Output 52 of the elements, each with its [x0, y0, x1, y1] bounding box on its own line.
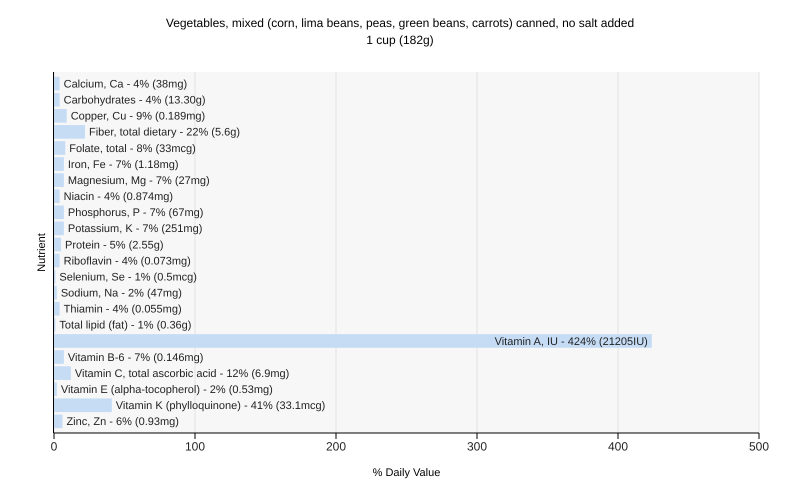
x-tick-label: 500 [748, 440, 770, 454]
y-tick-label: Vitamin B-6 - 7% (0.146mg) [68, 352, 204, 364]
y-tick-label: Thiamin - 4% (0.055mg) [64, 304, 182, 316]
bar [54, 334, 652, 348]
y-tick-label: Vitamin E (alpha-tocopherol) - 2% (0.53mg) [60, 384, 273, 396]
y-tick-label: Folate, total - 8% (33mcg) [69, 142, 196, 155]
x-tick-label: 100 [184, 440, 206, 454]
x-tick-label: 200 [326, 440, 346, 454]
bar [54, 222, 64, 236]
y-tick-label: Protein - 5% (2.55g) [65, 239, 164, 252]
y-tick-label: Phosphorus, P - 7% (67mg) [68, 207, 204, 220]
x-tick-label: 400 [608, 440, 628, 454]
bar [54, 205, 64, 220]
y-tick-label: Sodium, Na - 2% (47mg) [60, 288, 182, 300]
y-tick-label: Riboflavin - 4% (0.073mg) [64, 255, 191, 268]
y-tick-label: Niacin - 4% (0.874mg) [64, 191, 174, 204]
bar [54, 141, 66, 155]
y-tick-label: Total lipid (fat) - 1% (0.36g) [59, 320, 192, 332]
bar [54, 173, 64, 187]
bar [54, 414, 62, 428]
bar [54, 92, 60, 107]
y-tick-label: Selenium, Se - 1% (0.5mcg) [59, 271, 197, 284]
y-tick-label: Magnesium, Mg - 7% (27mg) [68, 174, 210, 187]
bar [54, 157, 64, 171]
y-axis-title: Nutrient [36, 233, 48, 272]
x-tick-label: 300 [466, 440, 488, 454]
y-tick-label: Copper, Cu - 9% (0.189mg) [70, 110, 206, 123]
chart-title: Vegetables, mixed (corn, lima beans, peas, green beans, carrots) canned, no salt added [166, 16, 634, 30]
bar [54, 398, 112, 412]
y-tick-label: Calcium, Ca - 4% (38mg) [64, 78, 188, 91]
x-axis-title: % Daily Value [372, 467, 440, 479]
y-tick-label: Potassium, K - 7% (251mg) [68, 223, 202, 236]
y-tick-label: Vitamin A, IU - 424% (21205IU) [494, 336, 648, 348]
y-tick-label: Carbohydrates - 4% (13.30g) [64, 94, 206, 107]
bar [54, 189, 60, 204]
x-tick-label: 0 [50, 440, 58, 454]
bar [54, 238, 62, 252]
y-tick-label: Vitamin C, total ascorbic acid - 12% (6.9mg) [74, 368, 290, 380]
bar [54, 254, 60, 268]
y-tick-label: Zinc, Zn - 6% (0.93mg) [66, 416, 179, 428]
y-tick-label: Iron, Fe - 7% (1.18mg) [68, 158, 179, 171]
bar [54, 382, 57, 396]
y-tick-label: Vitamin K (phylloquinone) - 41% (33.1mcg) [116, 400, 326, 412]
chart-subtitle: 1 cup (182g) [366, 33, 434, 47]
bar [54, 125, 86, 139]
bar [54, 302, 60, 316]
bar [54, 350, 64, 364]
bar [54, 366, 71, 380]
bar [54, 108, 67, 123]
bar [54, 286, 57, 300]
bar [54, 76, 60, 90]
y-tick-label: Fiber, total dietary - 22% (5.6g) [89, 126, 240, 139]
